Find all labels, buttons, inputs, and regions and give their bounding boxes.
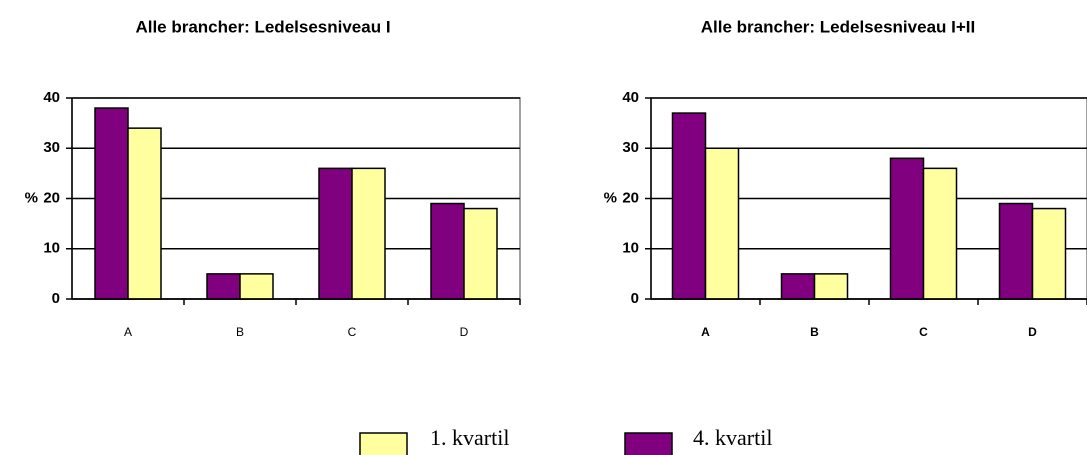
bar	[998, 202, 1034, 300]
x-tick-label: B	[810, 325, 819, 339]
x-tick-label: D	[460, 325, 469, 339]
y-tick-label: 40	[622, 89, 639, 106]
bar	[704, 147, 740, 300]
x-tick-label: D	[1028, 325, 1037, 339]
legend-swatch	[359, 432, 408, 455]
x-tick-label: A	[701, 325, 710, 339]
x-tick-label: A	[124, 325, 132, 339]
bar	[206, 273, 241, 300]
chart-title: Alle brancher: Ledelsesniveau I	[135, 17, 390, 36]
chart-left: Alle brancher: Ledelsesniveau I 0 10 20 30 40…	[25, 17, 521, 339]
legend-label: 1. kvartil	[430, 425, 509, 450]
y-tick-label: 0	[631, 290, 639, 307]
bar	[922, 167, 958, 300]
y-tick-label: 20	[622, 189, 639, 206]
y-axis-label: %	[25, 189, 38, 206]
y-tick-label: 10	[622, 240, 639, 257]
y-tick-label: 40	[43, 89, 60, 106]
y-tick-label: 0	[52, 290, 60, 307]
y-tick-label: 20	[43, 189, 60, 206]
x-tick-label: B	[236, 325, 244, 339]
legend-swatch	[624, 432, 673, 455]
y-tick-label: 30	[622, 139, 639, 156]
bar	[813, 273, 849, 300]
x-tick-label: C	[348, 325, 357, 339]
bar	[239, 273, 274, 300]
y-tick-label: 10	[43, 240, 60, 257]
y-axis-label: %	[604, 189, 617, 206]
bar	[1031, 207, 1067, 300]
bar	[671, 112, 707, 300]
bar	[351, 167, 386, 300]
legend: 4. kvartil 1. kvartil	[359, 425, 772, 455]
bar	[780, 273, 816, 300]
chart-title: Alle brancher: Ledelsesniveau I+II	[701, 17, 975, 36]
bar	[889, 157, 925, 300]
chart-right: Alle brancher: Ledelsesniveau I+II 0 10 20 3…	[604, 17, 1087, 339]
bar	[127, 127, 162, 300]
legend-label: 4. kvartil	[693, 425, 772, 450]
y-tick-label: 30	[43, 139, 60, 156]
bar	[430, 202, 465, 300]
bar	[463, 207, 498, 300]
bar	[94, 107, 129, 300]
bar	[318, 167, 353, 300]
x-tick-label: C	[919, 325, 928, 339]
